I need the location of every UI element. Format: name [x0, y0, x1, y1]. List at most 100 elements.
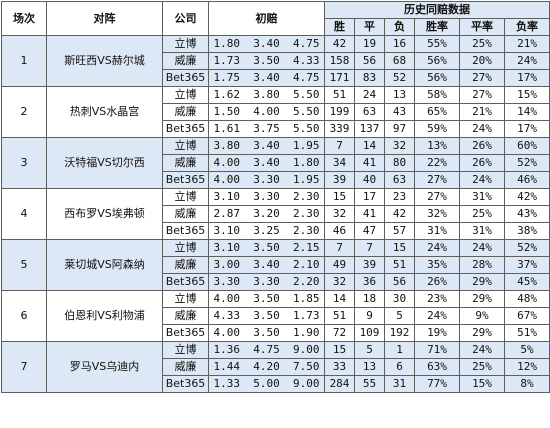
draw-rate-cell: 29% — [459, 290, 505, 308]
loss-rate-cell: 52% — [503, 154, 550, 172]
header-row-1: 场次 对阵 公司 初赔 历史同赔数据 — [1, 1, 550, 36]
loss-rate-cell: 17% — [503, 69, 550, 87]
draw-rate-cell: 24% — [459, 341, 505, 359]
table-row: 威廉 4.33 3.50 1.73 51 9 5 24% 9% 67% — [2, 307, 550, 325]
loss-rate-cell: 37% — [503, 256, 550, 274]
loss-count-cell: 97 — [384, 120, 415, 138]
draw-rate-cell: 24% — [459, 120, 505, 138]
win-count-cell: 339 — [324, 120, 355, 138]
loss-rate-cell: 8% — [503, 375, 550, 393]
loss-count-cell: 1 — [384, 341, 415, 359]
odds-cell: 4.33 3.50 1.73 — [208, 307, 325, 325]
loss-count-cell: 6 — [384, 358, 415, 376]
draw-rate-cell: 20% — [459, 52, 505, 70]
win-rate-cell: 55% — [414, 35, 460, 53]
draw-count-cell: 14 — [354, 137, 385, 155]
header-draw-rate: 平率 — [459, 18, 505, 36]
loss-count-cell: 16 — [384, 35, 415, 53]
loss-rate-cell: 15% — [503, 86, 550, 104]
table-row: 威廉 4.00 3.40 1.80 34 41 80 22% 26% 52% — [2, 154, 550, 172]
odds-cell: 3.10 3.50 2.15 — [208, 239, 325, 257]
draw-rate-cell: 21% — [459, 103, 505, 121]
company-cell: 立博 — [162, 35, 209, 53]
win-count-cell: 51 — [324, 307, 355, 325]
win-count-cell: 14 — [324, 290, 355, 308]
table-row: 6 伯恩利VS利物浦 立博 4.00 3.50 1.85 14 18 30 23% 29% 48% — [1, 290, 550, 342]
header-company: 公司 — [162, 1, 209, 36]
table-row: 7 罗马VS乌迪内 立博 1.36 4.75 9.00 15 5 1 71% 24% 5% — [1, 341, 550, 393]
draw-count-cell: 19 — [354, 35, 385, 53]
header-loss-rate: 负率 — [503, 18, 550, 36]
company-cell: 威廉 — [162, 103, 209, 121]
win-rate-cell: 56% — [414, 69, 460, 87]
loss-count-cell: 30 — [384, 290, 415, 308]
odds-cell: 3.80 3.40 1.95 — [208, 137, 325, 155]
draw-rate-cell: 26% — [459, 137, 505, 155]
win-count-cell: 42 — [324, 35, 355, 53]
header-loss: 负 — [384, 18, 415, 36]
company-cell: Bet365 — [162, 171, 209, 189]
loss-rate-cell: 48% — [503, 290, 550, 308]
company-cell: 威廉 — [162, 52, 209, 70]
win-rate-cell: 65% — [414, 103, 460, 121]
odds-cell: 1.73 3.50 4.33 — [208, 52, 325, 70]
loss-rate-cell: 67% — [503, 307, 550, 325]
win-count-cell: 15 — [324, 188, 355, 206]
table-row: Bet365 3.10 3.25 2.30 46 47 57 31% 31% 38% — [2, 222, 550, 240]
win-count-cell: 15 — [324, 341, 355, 359]
match-index-cell: 6 — [1, 290, 47, 342]
loss-rate-cell: 5% — [503, 341, 550, 359]
company-cell: Bet365 — [162, 375, 209, 393]
draw-count-cell: 63 — [354, 103, 385, 121]
draw-count-cell: 5 — [354, 341, 385, 359]
table-row: 2 热刺VS水晶宫 立博 1.62 3.80 5.50 51 24 13 58% 27% 15% — [1, 86, 550, 138]
match-index-cell: 7 — [1, 341, 47, 393]
draw-count-cell: 17 — [354, 188, 385, 206]
odds-cell: 4.00 3.40 1.80 — [208, 154, 325, 172]
match-name-cell: 罗马VS乌迪内 — [46, 341, 163, 393]
table-row: Bet365 1.33 5.00 9.00 284 55 31 77% 15% 8% — [2, 375, 550, 393]
odds-cell: 3.00 3.40 2.10 — [208, 256, 325, 274]
table-row: 5 莱切城VS阿森纳 立博 3.10 3.50 2.15 7 7 15 24% 24% 52% — [1, 239, 550, 291]
loss-rate-cell: 38% — [503, 222, 550, 240]
loss-rate-cell: 60% — [503, 137, 550, 155]
win-count-cell: 7 — [324, 239, 355, 257]
odds-cell: 3.10 3.25 2.30 — [208, 222, 325, 240]
win-rate-cell: 19% — [414, 324, 460, 342]
company-cell: 威廉 — [162, 358, 209, 376]
win-rate-cell: 26% — [414, 273, 460, 291]
company-cell: 立博 — [162, 290, 209, 308]
odds-cell: 1.61 3.75 5.50 — [208, 120, 325, 138]
win-count-cell: 33 — [324, 358, 355, 376]
odds-cell: 1.75 3.40 4.75 — [208, 69, 325, 87]
loss-count-cell: 68 — [384, 52, 415, 70]
win-rate-cell: 13% — [414, 137, 460, 155]
company-cell: 立博 — [162, 341, 209, 359]
match-index-cell: 2 — [1, 86, 47, 138]
header-index: 场次 — [1, 1, 47, 36]
table-row: 1 斯旺西VS赫尔城 立博 1.80 3.40 4.75 42 19 16 55% 25% 21% — [1, 35, 550, 87]
loss-count-cell: 31 — [384, 375, 415, 393]
company-cell: Bet365 — [162, 273, 209, 291]
odds-cell: 3.30 3.30 2.20 — [208, 273, 325, 291]
win-count-cell: 7 — [324, 137, 355, 155]
company-cell: Bet365 — [162, 120, 209, 138]
draw-rate-cell: 24% — [459, 239, 505, 257]
loss-count-cell: 15 — [384, 239, 415, 257]
draw-rate-cell: 27% — [459, 86, 505, 104]
draw-count-cell: 55 — [354, 375, 385, 393]
draw-rate-cell: 29% — [459, 324, 505, 342]
draw-count-cell: 18 — [354, 290, 385, 308]
win-count-cell: 49 — [324, 256, 355, 274]
company-cell: 立博 — [162, 137, 209, 155]
loss-rate-cell: 12% — [503, 358, 550, 376]
draw-rate-cell: 25% — [459, 358, 505, 376]
loss-count-cell: 80 — [384, 154, 415, 172]
win-rate-cell: 59% — [414, 120, 460, 138]
draw-count-cell: 137 — [354, 120, 385, 138]
draw-count-cell: 7 — [354, 239, 385, 257]
loss-count-cell: 63 — [384, 171, 415, 189]
match-name-cell: 热刺VS水晶宫 — [46, 86, 163, 138]
company-cell: Bet365 — [162, 69, 209, 87]
header-win: 胜 — [324, 18, 355, 36]
